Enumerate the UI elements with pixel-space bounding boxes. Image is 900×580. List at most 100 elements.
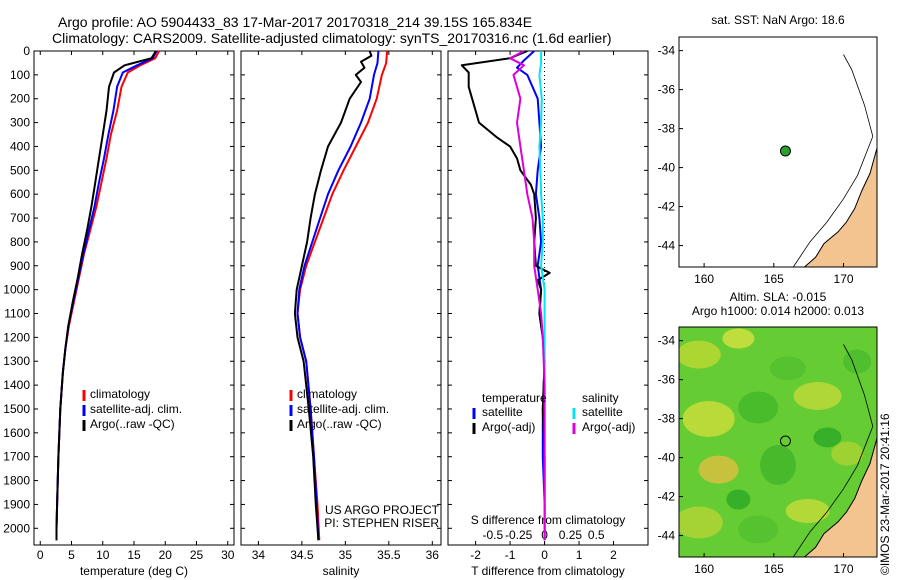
y-tick-label: 1400 [3,378,30,392]
lon-tick-label: 165 [764,562,784,576]
x-tick-label: 10 [96,548,110,562]
sla-blob [738,391,779,424]
x-tick-label: 20 [159,548,173,562]
x-tick-label: 36 [426,548,440,562]
y-tick-label: 1100 [4,307,30,321]
float-position-marker [779,145,791,157]
x-tick-label: 35 [339,548,353,562]
legend-label: satellite [582,405,623,419]
x-tick-label: 30 [221,548,235,562]
series-line-argo [293,50,373,541]
figure-title-line1: Argo profile: AO 5904433_83 17-Mar-2017 … [58,14,533,30]
y-tick-label: 1000 [3,283,30,297]
x-tick-label: 0 [541,548,548,562]
land-polygon [803,437,877,557]
x2-tick-label: -0.5 [482,528,503,542]
y-tick-label: 1600 [3,426,30,440]
legend-label: Argo(-adj) [582,420,635,434]
legend-label: satellite-adj. clim. [297,402,389,416]
y-tick-label: 900 [10,259,30,273]
salinity-frame [240,50,442,546]
y-tick-label: 1800 [3,474,30,488]
sla-blob [682,401,735,437]
sla-blob [722,328,755,349]
lat-tick-label: -36 [658,373,676,387]
x-tick-label: 15 [127,548,141,562]
y-tick-label: 1700 [3,450,30,464]
lat-tick-label: -36 [658,83,676,97]
land-polygon [803,147,877,267]
sla-blob [769,356,806,381]
y-tick-label: 800 [10,235,30,249]
x-tick-label: -2 [470,548,481,562]
x-tick-label: 2 [610,548,617,562]
x2-tick-label: 0.5 [588,528,605,542]
lon-tick-label: 160 [694,272,714,286]
isobath-line [792,54,874,267]
salinity-panel: 34 34.5 35 35.5 36 salinity climatologysatelli… [240,50,442,578]
sla-blob [679,506,723,539]
x2-tick-label: -0.25 [505,528,533,542]
difference-legend: temperature salinitysatelliteArgo(-adj)sa… [472,391,635,434]
y-tick-label: 400 [10,139,30,153]
sla-map-frame [678,326,878,558]
x-tick-label: 5 [68,548,75,562]
sla-blob [813,427,842,448]
y-tick-label: 0 [23,44,30,58]
lat-tick-label: -40 [658,451,676,465]
series-line-climatology [296,50,389,541]
difference-frame [447,50,649,546]
map-title: Argo h1000: 0.014 h2000: 0.013 [692,304,864,318]
difference-panel: -2 -1 0 1 2 T difference from climatology S di… [447,50,649,578]
temperature-frame [33,50,235,546]
series-line-argo [55,50,157,541]
x2-axis-label: S difference from climatology [471,513,626,527]
lat-tick-label: -42 [658,490,676,504]
sla-blob [698,455,739,484]
sla-blob [785,499,830,523]
y-tick-label: 1900 [3,497,30,511]
y-tick-label: 600 [10,187,30,201]
y-tick-label: 1200 [3,330,30,344]
x2-tick-label: 0.25 [559,528,583,542]
x-axis-label: T difference from climatology [471,564,625,578]
x-tick-label: 34 [252,548,266,562]
lat-tick-label: -38 [658,412,676,426]
series-line-climatology [55,50,160,541]
legend-label: satellite-adj. clim. [90,402,182,416]
sla-blob [793,382,842,410]
lat-tick-label: -44 [658,529,676,543]
legend-label: satellite [482,405,523,419]
project-annotation: US ARGO PROJECT [325,503,440,517]
x-tick-label: 34.5 [290,548,314,562]
legend-header: salinity [582,391,619,405]
sla-blob [679,340,721,369]
sla-blob [726,489,751,510]
series-line-sal_argo_diff [509,50,546,541]
lat-tick-label: -44 [658,239,676,253]
sla-map: 160 165 170 -34 -36 -38 -40 -42 -44 Altim. SLA: -… [658,290,878,576]
isobath-line [792,344,874,557]
sla-blob [831,441,864,466]
x-tick-label: -1 [505,548,516,562]
x-axis-label: temperature (deg C) [80,564,188,578]
lat-tick-label: -34 [658,334,676,348]
project-annotation: PI: STEPHEN RISER [324,516,439,530]
sla-blob [738,515,779,544]
series-line-satellite [55,50,158,541]
lon-tick-label: 160 [694,562,714,576]
x-tick-label: 35.5 [377,548,401,562]
sst-map-frame [678,36,878,268]
x-tick-label: 1 [576,548,583,562]
lat-tick-label: -40 [658,161,676,175]
x-tick-label: 25 [190,548,204,562]
legend-label: climatology [90,387,150,401]
float-position-marker [779,435,791,447]
lat-tick-label: -38 [658,122,676,136]
sla-blob [760,445,796,485]
series-line-satellite [296,50,380,541]
y-tick-label: 200 [10,92,30,106]
legend-header: temperature [482,391,547,405]
